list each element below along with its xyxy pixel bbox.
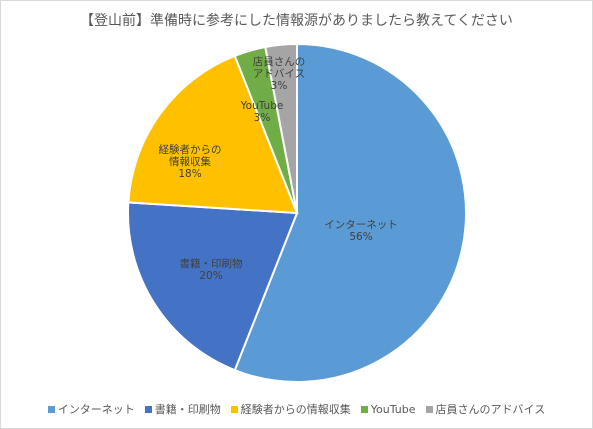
legend-item-2: 書籍・印刷物 [144, 401, 221, 417]
slice-label-1: インターネット 56% [324, 219, 398, 243]
legend-item-3: 経験者からの情報収集 [230, 401, 351, 417]
legend-swatch [47, 405, 55, 413]
slice-label-3: 経験者からの情報収集 18% [159, 143, 222, 180]
legend-label: 経験者からの情報収集 [240, 403, 351, 416]
pie-slice-5 [264, 42, 298, 214]
legend-label: インターネット [57, 403, 135, 416]
legend-swatch [425, 405, 433, 413]
slice-label-5: 店員さんのアドバイス 3% [253, 55, 306, 92]
legend-item-1: インターネット [47, 401, 135, 417]
pie-slice-1 [233, 42, 467, 383]
legend: インターネット 書籍・印刷物 経験者からの情報収集 YouTube 店員さんのアドバイス [1, 401, 592, 417]
legend-label: YouTube [370, 402, 416, 416]
legend-item-5: 店員さんのアドバイス [425, 401, 546, 417]
legend-swatch [360, 405, 368, 413]
legend-item-4: YouTube [360, 401, 416, 417]
chart-title: 【登山前】準備時に参考にした情報源がありましたら教えてください [80, 13, 513, 29]
legend-swatch [230, 405, 238, 413]
legend-swatch [144, 405, 152, 413]
pie-chart: インターネット 56% 書籍・印刷物 20% 経験者からの情報収集 18% YouTube 3… [126, 42, 467, 383]
slice-label-4: YouTube 3% [240, 100, 284, 124]
legend-label: 店員さんのアドバイス [435, 403, 546, 416]
legend-label: 書籍・印刷物 [154, 403, 221, 416]
pie-slice-3 [127, 54, 299, 215]
slice-label-2: 書籍・印刷物 20% [180, 257, 243, 282]
pie-slice-2 [126, 201, 299, 372]
